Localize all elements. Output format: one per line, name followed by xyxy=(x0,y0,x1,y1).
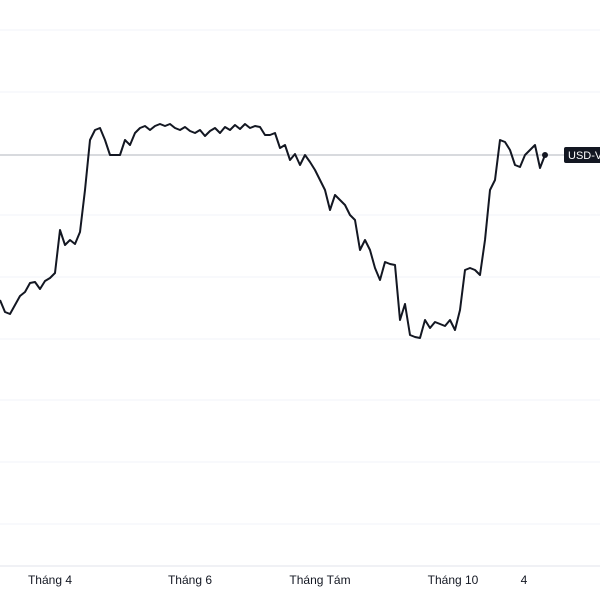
x-tick-label: Tháng 4 xyxy=(28,573,72,587)
series-label: USD-V xyxy=(568,150,600,162)
x-tick-label: Tháng Tám xyxy=(289,573,350,587)
line xyxy=(0,123,546,339)
x-tick-label: Tháng 6 xyxy=(168,573,212,587)
last-point xyxy=(542,152,548,158)
x-tick-label: Tháng 10 xyxy=(428,573,479,587)
price-badge xyxy=(564,147,600,163)
x-tick-label: 4 xyxy=(521,573,528,587)
grid xyxy=(0,29,600,567)
